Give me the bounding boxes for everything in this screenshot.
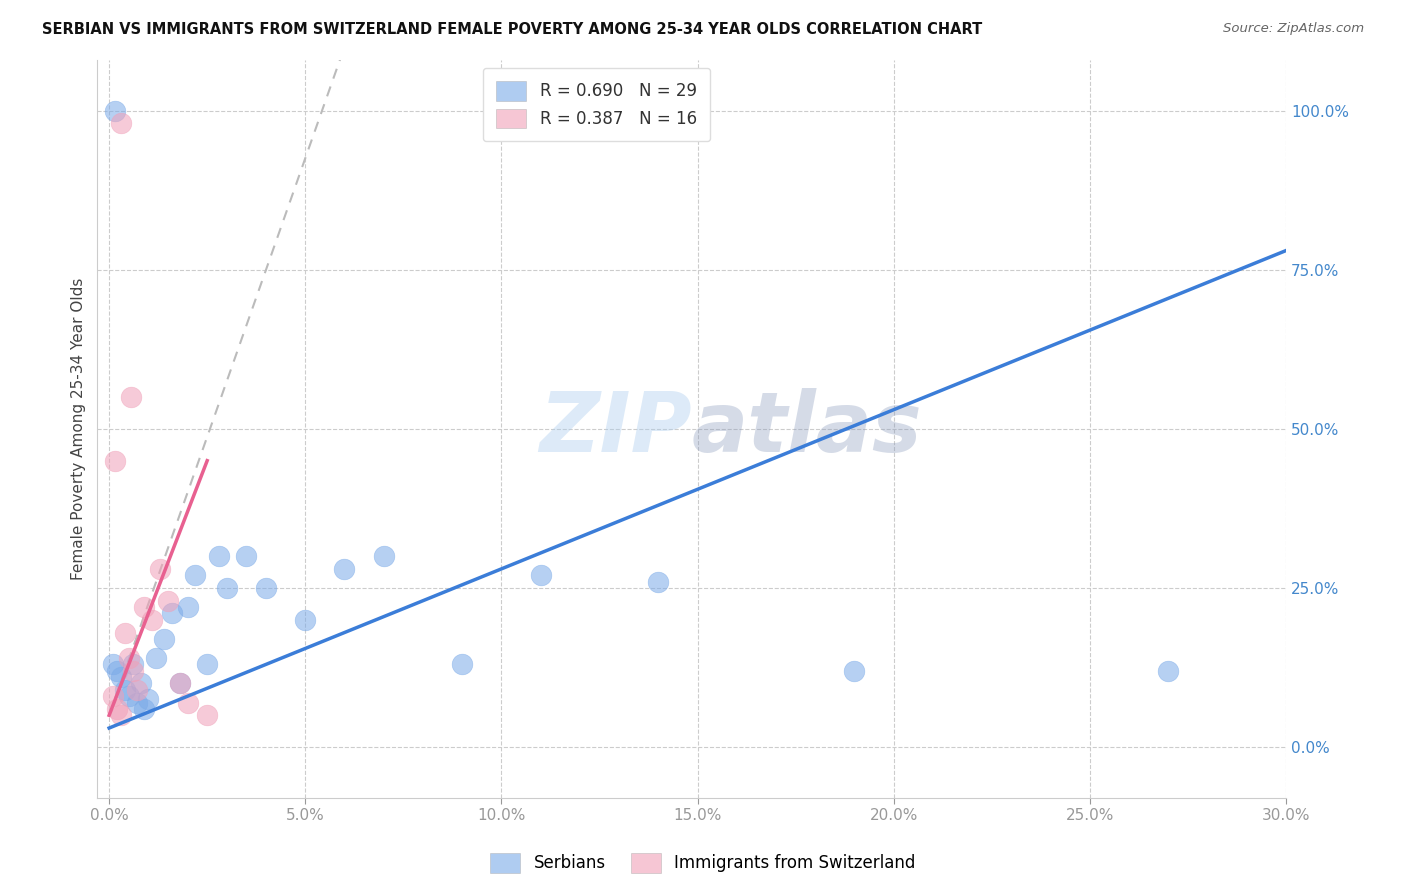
Text: atlas: atlas: [692, 388, 922, 469]
Point: [530, 568, 553, 582]
Text: SERBIAN VS IMMIGRANTS FROM SWITZERLAND FEMALE POVERTY AMONG 25-34 YEAR OLDS CORR: SERBIAN VS IMMIGRANTS FROM SWITZERLAND F…: [42, 22, 983, 37]
Point: [215, 581, 238, 595]
Point: [254, 581, 277, 595]
Point: [156, 593, 179, 607]
Point: [110, 670, 132, 684]
Text: Source: ZipAtlas.com: Source: ZipAtlas.com: [1223, 22, 1364, 36]
Point: [149, 562, 172, 576]
Point: [105, 664, 128, 678]
Point: [141, 613, 163, 627]
Point: [333, 562, 356, 576]
Point: [114, 682, 136, 697]
Point: [169, 676, 191, 690]
Point: [844, 664, 866, 678]
Point: [1157, 664, 1180, 678]
Point: [195, 657, 218, 672]
Point: [120, 390, 142, 404]
Point: [118, 690, 141, 704]
Point: [184, 568, 207, 582]
Point: [138, 692, 160, 706]
Point: [104, 453, 127, 467]
Point: [114, 625, 136, 640]
Point: [145, 651, 167, 665]
Point: [153, 632, 176, 646]
Point: [208, 549, 231, 563]
Point: [101, 657, 124, 672]
Point: [104, 103, 127, 118]
Point: [125, 696, 148, 710]
Point: [235, 549, 257, 563]
Point: [121, 657, 143, 672]
Point: [121, 664, 143, 678]
Point: [110, 116, 132, 130]
Point: [169, 676, 191, 690]
Point: [176, 696, 198, 710]
Point: [110, 708, 132, 723]
Point: [134, 702, 156, 716]
Point: [647, 574, 669, 589]
Point: [118, 651, 141, 665]
Point: [176, 600, 198, 615]
Text: ZIP: ZIP: [538, 388, 692, 469]
Point: [105, 702, 128, 716]
Legend: Serbians, Immigrants from Switzerland: Serbians, Immigrants from Switzerland: [484, 847, 922, 880]
Y-axis label: Female Poverty Among 25-34 Year Olds: Female Poverty Among 25-34 Year Olds: [72, 277, 86, 580]
Point: [129, 676, 152, 690]
Point: [294, 613, 316, 627]
Point: [101, 690, 124, 704]
Point: [160, 607, 183, 621]
Point: [451, 657, 474, 672]
Point: [134, 600, 156, 615]
Legend: R = 0.690   N = 29, R = 0.387   N = 16: R = 0.690 N = 29, R = 0.387 N = 16: [484, 68, 710, 142]
Point: [373, 549, 395, 563]
Point: [195, 708, 218, 723]
Point: [125, 682, 148, 697]
